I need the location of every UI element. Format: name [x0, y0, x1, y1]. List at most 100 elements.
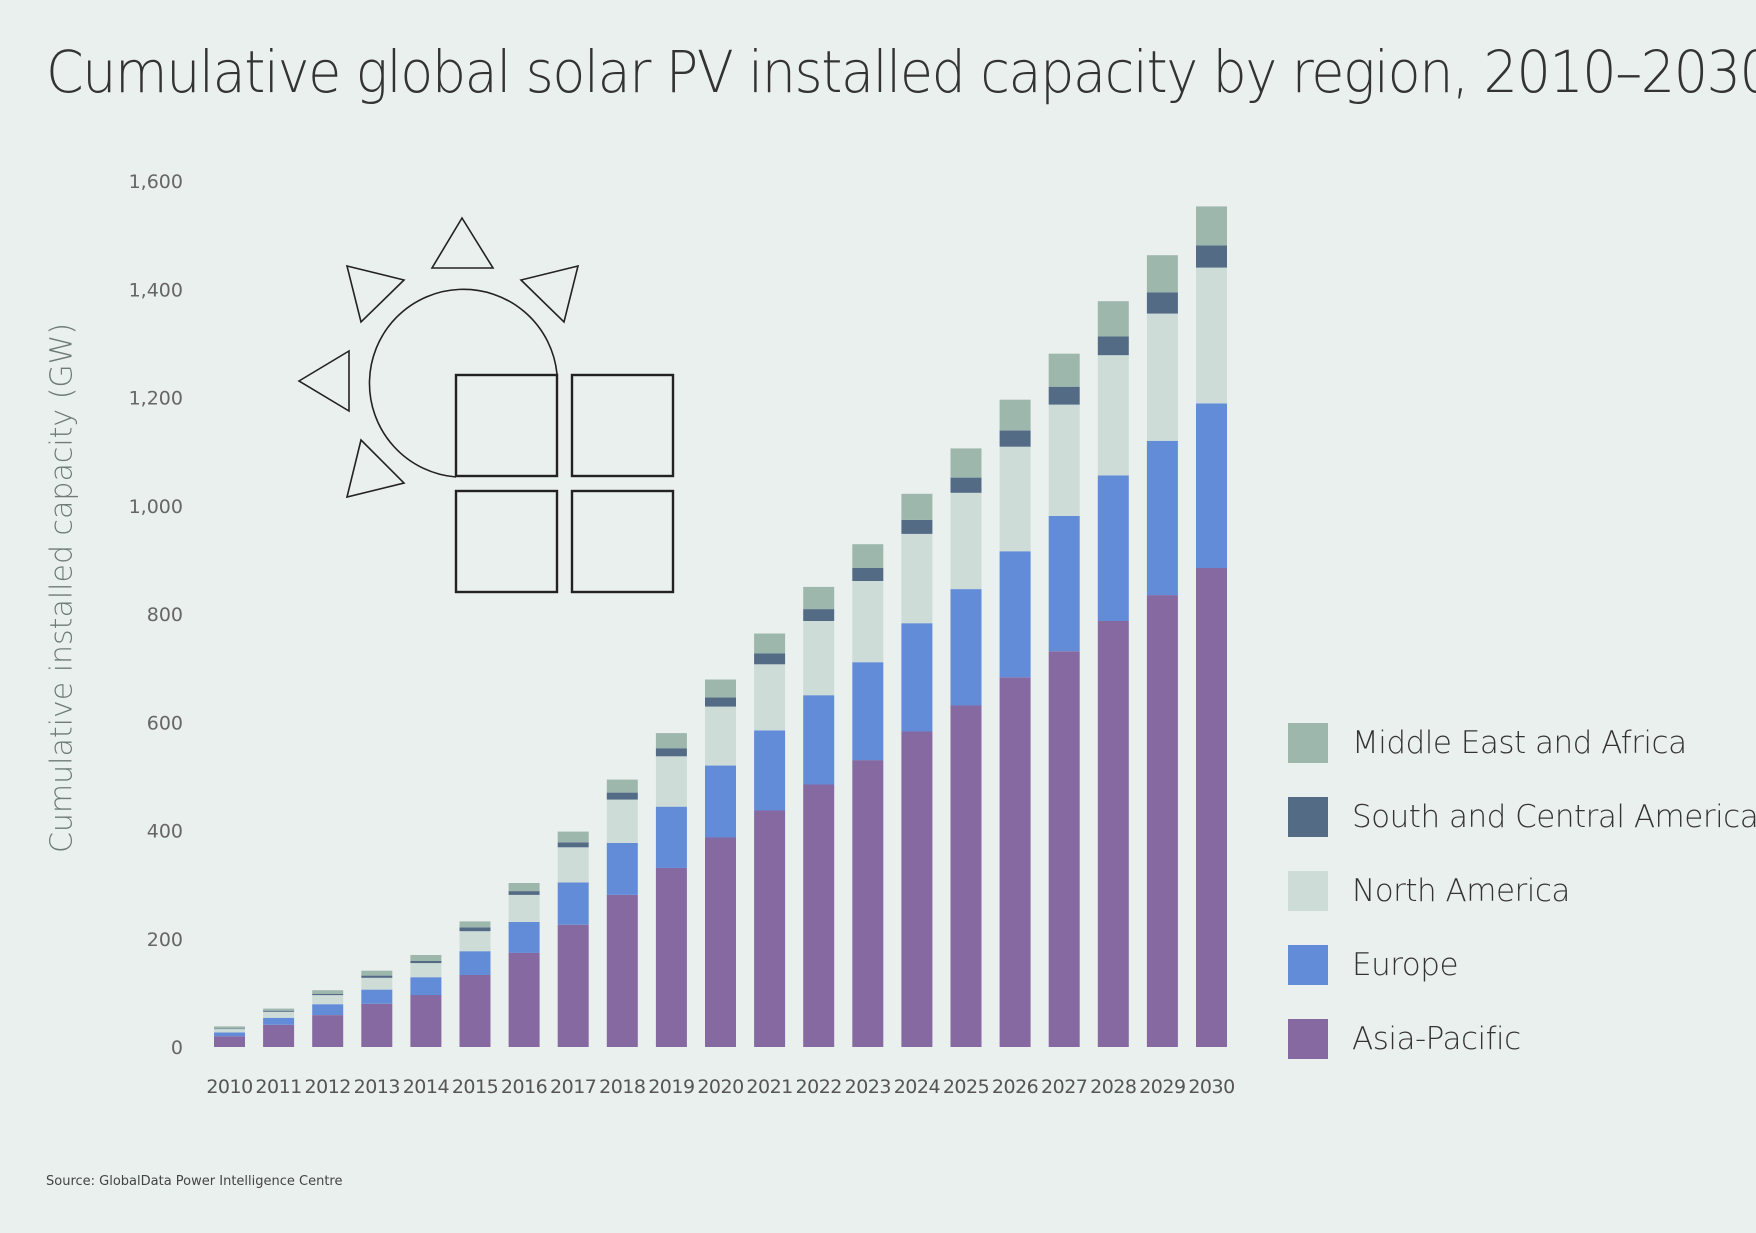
bar-segment-asia-pacific-2029 — [1146, 595, 1178, 1047]
legend: Middle East and Africa South and Central … — [1288, 706, 1756, 1076]
legend-swatch — [1288, 945, 1328, 985]
bar-segment-middle-east-and-africa-2014 — [410, 955, 442, 961]
x-tick-label: 2016 — [501, 1076, 547, 1098]
bar-segment-middle-east-and-africa-2021 — [754, 633, 786, 654]
x-tick-label: 2013 — [354, 1076, 400, 1098]
legend-item: Asia-Pacific — [1288, 1002, 1756, 1076]
legend-label: Asia-Pacific — [1352, 1021, 1521, 1057]
x-tick-label: 2018 — [599, 1076, 645, 1098]
bar-segment-north-america-2010 — [214, 1029, 245, 1033]
bar-segment-europe-2012 — [312, 1004, 344, 1015]
legend-label: North America — [1352, 873, 1570, 909]
bar-segment-south-and-central-america-2019 — [655, 748, 687, 757]
bar-segment-asia-pacific-2011 — [263, 1024, 295, 1047]
bar-segment-asia-pacific-2023 — [852, 760, 884, 1047]
bar-segment-south-and-central-america-2028 — [1097, 336, 1129, 356]
bar-segment-middle-east-and-africa-2016 — [508, 883, 540, 892]
bar-segment-south-and-central-america-2010 — [214, 1028, 245, 1030]
bar-segment-europe-2021 — [754, 730, 786, 811]
bar-segment-north-america-2029 — [1146, 313, 1178, 441]
bar-segment-middle-east-and-africa-2029 — [1146, 255, 1178, 293]
panel-cell-shape — [570, 489, 675, 594]
sun-ray-shape — [519, 264, 580, 324]
bar-segment-south-and-central-america-2024 — [901, 519, 933, 534]
bar-segment-north-america-2019 — [655, 756, 687, 807]
legend-swatch — [1288, 871, 1328, 911]
bar-segment-south-and-central-america-2027 — [1048, 386, 1080, 405]
bar-segment-middle-east-and-africa-2017 — [557, 831, 589, 843]
bar-segment-middle-east-and-africa-2027 — [1048, 353, 1080, 387]
sun-ray-shape — [297, 349, 350, 413]
bar-segment-north-america-2023 — [852, 581, 884, 663]
bar-segment-north-america-2017 — [557, 847, 589, 883]
y-tick-label: 1,200 — [129, 388, 183, 410]
bar-segment-europe-2010 — [214, 1032, 245, 1037]
bar-segment-asia-pacific-2016 — [508, 952, 540, 1047]
bar-segment-north-america-2016 — [508, 894, 540, 922]
y-tick-label: 1,600 — [129, 171, 183, 193]
bar-segment-middle-east-and-africa-2024 — [901, 493, 933, 520]
panel-cell-shape — [570, 373, 675, 478]
x-tick-label: 2010 — [206, 1076, 252, 1098]
x-tick-label: 2014 — [403, 1076, 450, 1098]
bar-segment-asia-pacific-2012 — [312, 1015, 344, 1047]
bar-segment-middle-east-and-africa-2010 — [214, 1026, 245, 1029]
x-tick-label: 2023 — [845, 1076, 891, 1098]
x-tick-label: 2030 — [1188, 1076, 1234, 1098]
bar-segment-north-america-2012 — [312, 995, 344, 1005]
bar-segment-south-and-central-america-2018 — [606, 792, 638, 800]
bar-segment-north-america-2030 — [1196, 267, 1227, 404]
x-tick-label: 2019 — [648, 1076, 694, 1098]
bar-segment-asia-pacific-2025 — [950, 705, 982, 1047]
bar-segment-asia-pacific-2010 — [214, 1036, 245, 1047]
bar-segment-south-and-central-america-2030 — [1196, 245, 1227, 268]
bar-segment-south-and-central-america-2012 — [312, 994, 344, 996]
bar-segment-asia-pacific-2027 — [1048, 651, 1080, 1047]
bar-segment-asia-pacific-2030 — [1196, 568, 1227, 1047]
legend-swatch — [1288, 797, 1328, 837]
bar-segment-europe-2026 — [999, 551, 1031, 678]
bars — [214, 206, 1227, 1047]
bar-segment-north-america-2013 — [361, 977, 393, 990]
bar-segment-south-and-central-america-2022 — [803, 609, 835, 621]
panel-cell-shape — [454, 373, 559, 478]
sun-circle-shape — [368, 288, 558, 478]
bar-segment-middle-east-and-africa-2019 — [655, 733, 687, 749]
source-note: Source: GlobalData Power Intelligence Ce… — [46, 1174, 343, 1189]
bar-segment-middle-east-and-africa-2013 — [361, 970, 393, 976]
x-tick-label: 2017 — [550, 1076, 596, 1098]
bar-segment-europe-2028 — [1097, 475, 1129, 621]
x-tick-label: 2021 — [746, 1076, 792, 1098]
chart-title: Cumulative global solar PV installed cap… — [46, 38, 1756, 106]
y-tick-label: 200 — [147, 929, 183, 951]
bar-segment-south-and-central-america-2026 — [999, 430, 1031, 447]
bar-segment-europe-2018 — [606, 842, 638, 895]
bar-segment-north-america-2026 — [999, 446, 1031, 552]
x-axis-ticks: 2010 2011 2012 2013 2014 2015 2016 2017 2018 2019… — [206, 1076, 1235, 1098]
bar-segment-asia-pacific-2026 — [999, 677, 1031, 1047]
bar-segment-north-america-2015 — [459, 931, 491, 952]
x-tick-label: 2024 — [894, 1076, 941, 1098]
bar-segment-asia-pacific-2024 — [901, 731, 933, 1047]
bar-segment-middle-east-and-africa-2026 — [999, 399, 1031, 431]
bar-segment-south-and-central-america-2023 — [852, 568, 884, 581]
bar-segment-asia-pacific-2022 — [803, 784, 835, 1047]
bar-segment-middle-east-and-africa-2030 — [1196, 206, 1227, 246]
bar-segment-europe-2024 — [901, 623, 933, 732]
y-tick-label: 800 — [147, 604, 183, 626]
bar-segment-europe-2030 — [1196, 403, 1227, 568]
bar-segment-middle-east-and-africa-2028 — [1097, 301, 1129, 337]
bar-segment-south-and-central-america-2014 — [410, 960, 442, 964]
bar-segment-europe-2015 — [459, 951, 491, 975]
bar-segment-asia-pacific-2013 — [361, 1003, 393, 1047]
bar-segment-europe-2023 — [852, 662, 884, 761]
legend-label: South and Central America — [1352, 799, 1756, 835]
bar-segment-asia-pacific-2015 — [459, 975, 491, 1047]
bar-segment-europe-2025 — [950, 589, 982, 706]
bar-segment-europe-2019 — [655, 806, 687, 868]
bar-segment-south-and-central-america-2016 — [508, 891, 540, 895]
x-tick-label: 2027 — [1041, 1076, 1087, 1098]
bar-segment-europe-2029 — [1146, 440, 1178, 596]
legend-item: Europe — [1288, 928, 1756, 1002]
